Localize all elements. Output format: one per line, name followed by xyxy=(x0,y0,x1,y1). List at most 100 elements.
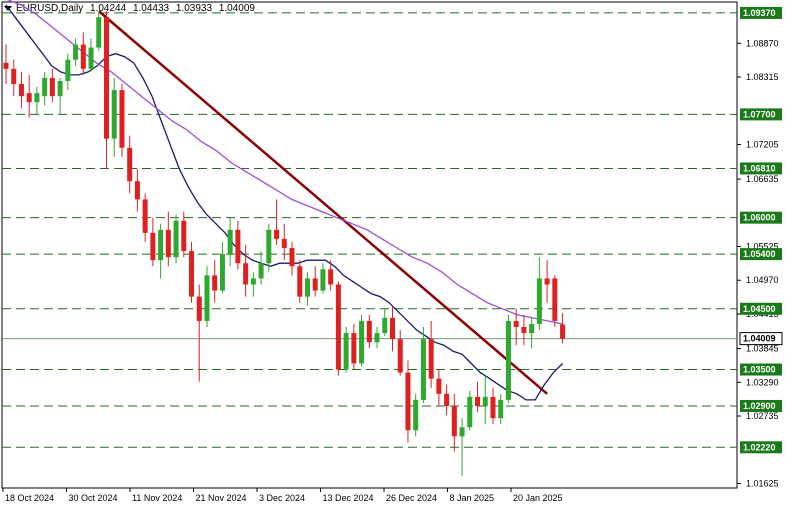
level-label: 1.09370 xyxy=(743,8,776,18)
candle-body[interactable] xyxy=(127,147,133,182)
candle-body[interactable] xyxy=(212,275,218,291)
candle-body[interactable] xyxy=(359,320,365,364)
candle-body[interactable] xyxy=(335,284,341,370)
candle-body[interactable] xyxy=(505,320,511,400)
ohlc-open: 1.04244 xyxy=(90,3,127,14)
candle-body[interactable] xyxy=(34,93,40,103)
candle-body[interactable] xyxy=(142,199,148,233)
candle-body[interactable] xyxy=(459,427,465,437)
candle-body[interactable] xyxy=(390,317,395,340)
candle-body[interactable] xyxy=(482,396,488,406)
candle-body[interactable] xyxy=(18,84,24,97)
candle-body[interactable] xyxy=(243,263,249,285)
x-tick-label: 13 Dec 2024 xyxy=(323,493,374,503)
candle-body[interactable] xyxy=(173,220,179,258)
candle-body[interactable] xyxy=(451,405,457,437)
candle-body[interactable] xyxy=(3,62,9,69)
x-tick-label: 3 Dec 2024 xyxy=(259,493,305,503)
candle-body[interactable] xyxy=(57,80,63,97)
candle-body[interactable] xyxy=(196,296,202,321)
candle-body[interactable] xyxy=(235,229,241,264)
y-tick-label: 1.01625 xyxy=(746,478,779,488)
level-label-box xyxy=(740,302,782,315)
candle-body[interactable] xyxy=(88,47,94,69)
candle-body[interactable] xyxy=(73,44,79,60)
level-label: 1.06810 xyxy=(743,163,776,173)
candle-body[interactable] xyxy=(490,396,496,419)
trendline[interactable] xyxy=(97,10,548,395)
candle-body[interactable] xyxy=(467,396,473,428)
candle-body[interactable] xyxy=(304,278,310,297)
level-label: 1.05400 xyxy=(743,249,776,259)
symbol-label: EURUSD,Daily xyxy=(16,3,84,14)
candle-body[interactable] xyxy=(552,278,558,321)
candle-body[interactable] xyxy=(158,229,164,261)
candle-body[interactable] xyxy=(297,266,303,297)
candle-body[interactable] xyxy=(351,333,357,364)
candle-body[interactable] xyxy=(513,320,519,328)
candle-body[interactable] xyxy=(560,324,566,339)
y-tick-label: 1.06635 xyxy=(746,174,779,184)
candle-body[interactable] xyxy=(420,339,426,400)
candle-body[interactable] xyxy=(150,232,156,261)
candle-body[interactable] xyxy=(189,251,195,297)
candle-body[interactable] xyxy=(475,396,481,406)
candle-body[interactable] xyxy=(181,220,187,252)
plot-frame xyxy=(1,1,738,489)
candle-body[interactable] xyxy=(134,181,140,200)
candle-body[interactable] xyxy=(428,339,434,379)
candle-body[interactable] xyxy=(436,378,442,394)
candle-body[interactable] xyxy=(227,229,233,255)
candle-body[interactable] xyxy=(320,269,326,291)
candle-body[interactable] xyxy=(382,317,388,334)
x-tick-label: 26 Dec 2024 xyxy=(386,493,437,503)
candle-body[interactable] xyxy=(281,238,287,249)
y-tick-label: 1.07205 xyxy=(746,139,779,149)
candle-body[interactable] xyxy=(103,17,109,139)
candle-body[interactable] xyxy=(80,44,86,69)
y-tick-label: 1.04970 xyxy=(746,275,779,285)
x-tick-label: 11 Nov 2024 xyxy=(132,493,182,503)
x-tick-label: 21 Nov 2024 xyxy=(196,493,247,503)
candle-body[interactable] xyxy=(498,399,504,419)
candle-body[interactable] xyxy=(343,333,349,370)
candle-body[interactable] xyxy=(119,90,125,148)
candle-body[interactable] xyxy=(544,278,550,285)
level-label-box xyxy=(740,162,782,175)
candle-body[interactable] xyxy=(521,327,527,334)
candle-body[interactable] xyxy=(444,393,450,406)
candle-body[interactable] xyxy=(204,275,210,321)
candle-body[interactable] xyxy=(11,68,17,85)
candle-body[interactable] xyxy=(26,93,32,103)
candle-body[interactable] xyxy=(65,59,71,81)
candle-body[interactable] xyxy=(529,323,535,334)
candle-body[interactable] xyxy=(96,17,102,48)
candle-body[interactable] xyxy=(397,339,403,373)
candle-body[interactable] xyxy=(289,248,295,267)
candle-body[interactable] xyxy=(219,254,225,291)
level-label-box xyxy=(740,211,782,224)
candle-body[interactable] xyxy=(405,372,411,431)
candle-body[interactable] xyxy=(274,229,280,239)
level-label: 1.04500 xyxy=(743,304,776,314)
y-tick-label: 1.02735 xyxy=(746,411,779,421)
level-label-box xyxy=(740,363,782,376)
candle-body[interactable] xyxy=(374,333,380,343)
level-label: 1.03500 xyxy=(743,365,776,375)
candle-body[interactable] xyxy=(413,399,419,431)
candle-body[interactable] xyxy=(258,263,264,279)
candle-body[interactable] xyxy=(312,278,318,291)
candle-body[interactable] xyxy=(266,229,272,264)
x-tick-label: 18 Oct 2024 xyxy=(5,493,54,503)
candle-body[interactable] xyxy=(328,269,334,285)
x-tick-label: 30 Oct 2024 xyxy=(69,493,118,503)
candle-body[interactable] xyxy=(366,320,372,343)
candle-body[interactable] xyxy=(165,229,171,258)
candle-body[interactable] xyxy=(42,77,48,97)
candle-body[interactable] xyxy=(536,278,542,324)
candle-body[interactable] xyxy=(111,90,117,139)
candle-body[interactable] xyxy=(49,77,55,97)
level-label: 1.06000 xyxy=(743,213,776,223)
candle-body[interactable] xyxy=(250,278,256,285)
